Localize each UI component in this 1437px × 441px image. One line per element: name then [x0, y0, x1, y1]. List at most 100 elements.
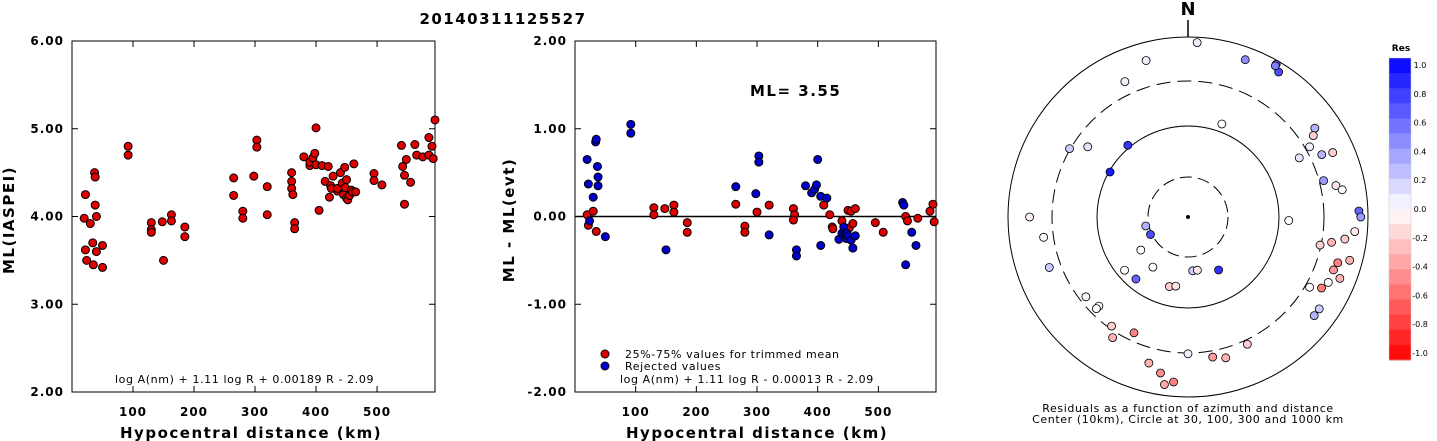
panel2-data-point: [928, 199, 938, 209]
colorbar-swatch: [1389, 118, 1411, 134]
panel2-x-tick-label: 400: [804, 405, 832, 419]
polar-caption-line1: Residuals as a function of azimuth and d…: [1042, 402, 1333, 415]
panel2-data-point: [593, 181, 603, 191]
panel2-chart: 100 200 300 400 500 -2.00 -1.00 0.00 1.00 2.00 ML…: [500, 34, 939, 441]
panel2-y-tick-label: 2.00: [533, 34, 567, 48]
colorbar-label: 0.0: [1414, 205, 1427, 214]
north-label: N: [1180, 0, 1195, 20]
panel2-data-point: [850, 204, 860, 214]
polar-station-point: [1345, 255, 1355, 265]
colorbar-label: -0.2: [1412, 234, 1428, 243]
panel1-data-point: [249, 171, 259, 181]
polar-station-point: [1356, 212, 1366, 222]
colorbar-label: -1.0: [1412, 349, 1428, 358]
polar-station-point: [1192, 265, 1202, 275]
panel2-data-point: [929, 217, 939, 227]
panel2-data-point: [583, 179, 593, 189]
colorbar-swatch: [1389, 314, 1411, 331]
panel2-data-point: [811, 180, 821, 190]
polar-caption-line2: Center (10km), Circle at 30, 100, 300 an…: [1032, 413, 1344, 426]
polar-station-point: [1308, 131, 1318, 141]
panel1-data-point: [369, 176, 379, 186]
panel1-data-point: [80, 245, 90, 255]
panel1-data-point: [406, 177, 416, 187]
panel2-y-axis-label: ML - ML(evt): [500, 158, 518, 282]
panel1-data-point: [311, 123, 321, 133]
panel1-data-point: [159, 255, 169, 265]
panel1-data-point: [229, 190, 239, 200]
panel1-data-point: [180, 222, 190, 232]
panel1-data-point: [377, 180, 387, 190]
colorbar-label: 0.8: [1414, 90, 1427, 99]
panel1-data-point: [88, 238, 98, 248]
circle-30km: [1147, 176, 1229, 258]
polar-station-point: [1120, 265, 1129, 275]
panel1-data-point: [398, 161, 408, 171]
circle-1000km: [1007, 36, 1369, 398]
panel2-data-point: [828, 224, 838, 234]
panel2-data-point: [591, 226, 601, 236]
panel2-data-point: [592, 161, 602, 171]
panel2-y-tick-label: 0.00: [533, 210, 567, 224]
polar-station-point: [1284, 216, 1294, 225]
panel1-data-point: [427, 141, 437, 151]
panel1-data-point: [351, 187, 361, 197]
panel1-data-point: [85, 219, 95, 229]
panel2-data-point: [911, 240, 921, 250]
panel2-data-point: [593, 172, 603, 182]
ml-annotation: ML= 3.55: [750, 82, 841, 100]
colorbar-label: -0.8: [1412, 320, 1428, 329]
panel2-x-tick-label: 300: [743, 405, 771, 419]
colorbar-label: -0.4: [1412, 263, 1428, 272]
polar-points: [1025, 38, 1366, 389]
panel2-y-tick-label: -2.00: [527, 385, 567, 399]
panel1-y-tick-label: 4.00: [30, 210, 64, 224]
panel1-data-point: [399, 199, 409, 209]
panel1-data-point: [238, 213, 248, 223]
panel1-data-point: [262, 210, 272, 220]
panel1-data-point: [401, 154, 411, 164]
panel1-chart: 100 200 300 400 500 2.00 3.00 4.00 5.00 6.00 log …: [0, 34, 440, 441]
panel2-data-point: [848, 219, 858, 229]
panel1-data-point: [349, 159, 359, 169]
panel1-y-tick-label: 5.00: [30, 122, 64, 136]
panel2-x-tick-label: 500: [864, 405, 892, 419]
panel2-data-point: [682, 227, 692, 237]
polar-station-point: [1217, 119, 1227, 129]
panel2-data-point: [661, 245, 671, 255]
panel2-formula: log A(nm) + 1.11 log R - 0.00013 R - 2.0…: [620, 373, 874, 386]
panel1-data-point: [91, 247, 101, 257]
polar-station-point: [1120, 77, 1130, 86]
panel2-data-point: [600, 232, 610, 242]
polar-station-point: [1335, 273, 1345, 283]
colorbar-swatch: [1389, 58, 1411, 74]
polar-station-point: [1317, 150, 1327, 160]
colorbar-label: 0.6: [1414, 119, 1427, 128]
panel1-data-point: [288, 190, 298, 200]
panel1-data-point: [340, 162, 350, 172]
colorbar-label: -0.6: [1412, 291, 1428, 300]
polar-station-point: [1333, 258, 1343, 268]
colorbar-swatch: [1389, 88, 1411, 104]
panel2-data-point: [848, 243, 858, 253]
panel2-data-point: [588, 192, 598, 202]
legend-rejected-label: Rejected values: [625, 360, 721, 373]
polar-station-point: [1129, 328, 1139, 338]
panel2-x-tick-label: 200: [682, 405, 710, 419]
polar-station-point: [1208, 352, 1218, 362]
panel1-data-point: [79, 213, 89, 223]
polar-station-point: [1081, 292, 1091, 302]
polar-station-point: [1242, 339, 1252, 349]
polar-station-point: [1328, 148, 1338, 157]
polar-station-point: [1156, 368, 1165, 378]
colorbar-swatch: [1389, 284, 1411, 301]
polar-station-point: [1314, 304, 1324, 314]
panel1-data-point: [328, 171, 338, 181]
colorbar-swatch: [1389, 73, 1411, 89]
polar-station-point: [1329, 265, 1338, 275]
polar-station-point: [1105, 167, 1115, 177]
panel2-data-point: [585, 216, 595, 226]
polar-station-point: [1144, 358, 1154, 368]
panel1-y-axis-label: ML(IASPEI): [0, 166, 18, 274]
polar-station-point: [1141, 221, 1151, 231]
